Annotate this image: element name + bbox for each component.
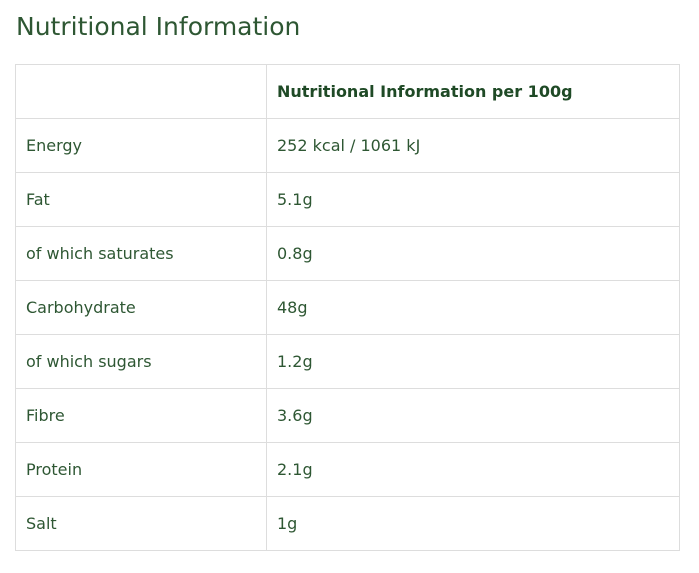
- table-row: Fat 5.1g: [15, 172, 680, 227]
- nutrient-value: 1g: [266, 496, 680, 551]
- nutrient-value: 252 kcal / 1061 kJ: [266, 118, 680, 173]
- table-row: of which sugars 1.2g: [15, 334, 680, 389]
- nutrient-label: Carbohydrate: [15, 280, 267, 335]
- nutrient-value: 48g: [266, 280, 680, 335]
- header-empty-cell: [15, 64, 267, 119]
- nutrient-label: Fibre: [15, 388, 267, 443]
- nutrient-label: Fat: [15, 172, 267, 227]
- table-header-row: Nutritional Information per 100g: [15, 64, 680, 119]
- nutrient-label: of which sugars: [15, 334, 267, 389]
- table-row: Energy 252 kcal / 1061 kJ: [15, 118, 680, 173]
- nutrient-value: 0.8g: [266, 226, 680, 281]
- header-per-100g: Nutritional Information per 100g: [266, 64, 680, 119]
- table-row: Fibre 3.6g: [15, 388, 680, 443]
- table-row: Protein 2.1g: [15, 442, 680, 497]
- table-row: Salt 1g: [15, 496, 680, 551]
- nutrient-value: 5.1g: [266, 172, 680, 227]
- nutrient-label: Protein: [15, 442, 267, 497]
- page-title: Nutritional Information: [16, 12, 301, 41]
- table-row: Carbohydrate 48g: [15, 280, 680, 335]
- table-row: of which saturates 0.8g: [15, 226, 680, 281]
- nutrient-value: 1.2g: [266, 334, 680, 389]
- nutrient-label: Salt: [15, 496, 267, 551]
- nutrient-label: of which saturates: [15, 226, 267, 281]
- nutrient-value: 3.6g: [266, 388, 680, 443]
- nutrient-label: Energy: [15, 118, 267, 173]
- nutrition-table: Nutritional Information per 100g Energy …: [15, 64, 680, 551]
- nutrient-value: 2.1g: [266, 442, 680, 497]
